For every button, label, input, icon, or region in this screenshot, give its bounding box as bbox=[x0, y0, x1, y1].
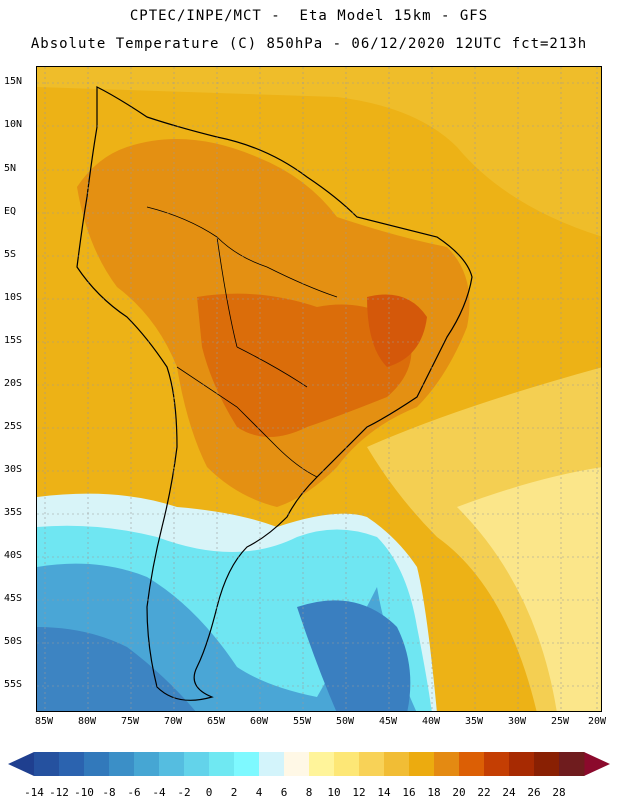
lon-label-20w: 20W bbox=[587, 716, 607, 727]
northeast-hot-core bbox=[367, 294, 427, 367]
colorbar-tick-label: 12 bbox=[352, 786, 366, 799]
colorbar-swatch bbox=[209, 752, 235, 776]
lon-label-85w: 85W bbox=[34, 716, 54, 727]
colorbar-swatch bbox=[334, 752, 360, 776]
colorbar-swatch bbox=[534, 752, 560, 776]
lat-label-10s: 10S bbox=[4, 292, 23, 303]
colorbar-swatch bbox=[384, 752, 410, 776]
lon-label-75w: 75W bbox=[120, 716, 140, 727]
colorbar-tick-label: 26 bbox=[527, 786, 541, 799]
colorbar-tick-label: 28 bbox=[552, 786, 566, 799]
colorbar-tick-label: 8 bbox=[305, 786, 313, 799]
lat-label-eq: EQ bbox=[4, 206, 17, 217]
colorbar-tick-label: -10 bbox=[74, 786, 94, 799]
colorbar-tick-label: -4 bbox=[152, 786, 166, 799]
lat-label-35s: 35S bbox=[4, 507, 23, 518]
lon-label-35w: 35W bbox=[464, 716, 484, 727]
ocean-blue-patch bbox=[297, 600, 411, 711]
lon-label-30w: 30W bbox=[507, 716, 527, 727]
colorbar-swatch bbox=[109, 752, 135, 776]
colorbar-tick-label: 18 bbox=[427, 786, 441, 799]
colorbar-tick-label: 4 bbox=[255, 786, 263, 799]
colorbar-tick-label: -2 bbox=[177, 786, 191, 799]
lat-label-55s: 55S bbox=[4, 679, 23, 690]
country-borders bbox=[146, 206, 338, 478]
lat-label-25s: 25S bbox=[4, 421, 23, 432]
southeast-ocean-light-region bbox=[457, 467, 601, 711]
colorbar-tick-label: 16 bbox=[402, 786, 416, 799]
deep-blue-region bbox=[37, 627, 196, 711]
temperature-colorbar bbox=[8, 752, 610, 776]
colorbar-swatch bbox=[409, 752, 435, 776]
colorbar-tick-label: -8 bbox=[102, 786, 116, 799]
lon-label-65w: 65W bbox=[206, 716, 226, 727]
lat-label-50s: 50S bbox=[4, 636, 23, 647]
colorbar-swatch bbox=[59, 752, 85, 776]
lat-label-10n: 10N bbox=[4, 119, 23, 130]
colorbar-swatch bbox=[34, 752, 60, 776]
colorbar-swatch bbox=[559, 752, 585, 776]
colorbar-right-arrow bbox=[584, 752, 610, 776]
north-ocean-region bbox=[37, 67, 601, 237]
colorbar-swatch bbox=[159, 752, 185, 776]
lon-label-40w: 40W bbox=[421, 716, 441, 727]
lon-label-80w: 80W bbox=[77, 716, 97, 727]
lat-label-30s: 30S bbox=[4, 464, 23, 475]
colorbar-tick-label: 20 bbox=[452, 786, 466, 799]
lat-label-20s: 20S bbox=[4, 378, 23, 389]
colorbar-swatch bbox=[359, 752, 385, 776]
lat-label-5n: 5N bbox=[4, 163, 17, 174]
colorbar-tick-label: -14 bbox=[24, 786, 44, 799]
colorbar-tick-label: -12 bbox=[49, 786, 69, 799]
colorbar-swatch bbox=[134, 752, 160, 776]
colorbar-swatch bbox=[184, 752, 210, 776]
colorbar-tick-label: 14 bbox=[377, 786, 391, 799]
lat-label-5s: 5S bbox=[4, 249, 17, 260]
south-america-coastline bbox=[76, 86, 473, 701]
colorbar-swatch bbox=[434, 752, 460, 776]
map-canvas bbox=[37, 67, 601, 711]
lat-label-45s: 45S bbox=[4, 593, 23, 604]
map-title-line-1: CPTEC/INPE/MCT - Eta Model 15km - GFS bbox=[129, 8, 489, 24]
lat-label-15n: 15N bbox=[4, 76, 23, 87]
colorbar-tick-label: 6 bbox=[280, 786, 288, 799]
lon-label-70w: 70W bbox=[163, 716, 183, 727]
colorbar-swatch bbox=[509, 752, 535, 776]
colorbar-tick-label: 0 bbox=[205, 786, 213, 799]
lat-label-15s: 15S bbox=[4, 335, 23, 346]
graticule bbox=[37, 67, 601, 711]
colorbar-tick-label: 2 bbox=[230, 786, 238, 799]
colorbar-tick-label: 24 bbox=[502, 786, 516, 799]
lon-label-55w: 55W bbox=[292, 716, 312, 727]
colorbar-swatch bbox=[284, 752, 310, 776]
interior-hot-region bbox=[197, 293, 412, 437]
colorbar-swatch bbox=[259, 752, 285, 776]
colorbar-tick-label: -6 bbox=[127, 786, 141, 799]
colorbar-tick-label: 10 bbox=[327, 786, 341, 799]
lat-label-40s: 40S bbox=[4, 550, 23, 561]
lon-label-60w: 60W bbox=[249, 716, 269, 727]
colorbar-swatch bbox=[234, 752, 260, 776]
map-title-line-2: Absolute Temperature (C) 850hPa - 06/12/… bbox=[30, 36, 588, 52]
colorbar-swatches bbox=[34, 752, 585, 776]
colorbar-tick-label: 22 bbox=[477, 786, 491, 799]
lon-label-50w: 50W bbox=[335, 716, 355, 727]
colorbar-swatch bbox=[484, 752, 510, 776]
colorbar-swatch bbox=[459, 752, 485, 776]
colorbar-swatch bbox=[309, 752, 335, 776]
colorbar-swatch bbox=[84, 752, 110, 776]
temperature-map bbox=[36, 66, 602, 712]
lon-label-25w: 25W bbox=[550, 716, 570, 727]
colorbar-left-arrow bbox=[8, 752, 34, 776]
lon-label-45w: 45W bbox=[378, 716, 398, 727]
